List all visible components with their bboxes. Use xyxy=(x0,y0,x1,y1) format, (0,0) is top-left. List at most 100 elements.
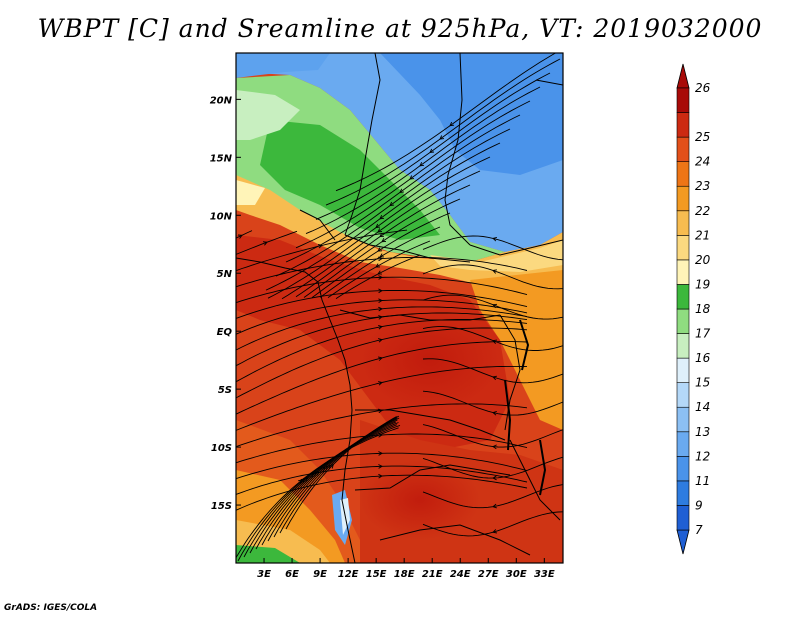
streamline xyxy=(285,114,521,263)
colorbar-top-arrow xyxy=(676,63,690,89)
streamline xyxy=(305,86,541,235)
streamline xyxy=(236,230,298,255)
streamline-arrow xyxy=(377,356,383,361)
border-ne xyxy=(535,79,563,86)
streamline-arrow xyxy=(492,475,497,481)
streamline xyxy=(295,100,531,249)
colorbar-segment xyxy=(676,235,690,261)
colorbar-segment xyxy=(676,284,690,310)
colorbar-segment xyxy=(676,87,690,113)
field-deep-green xyxy=(260,120,440,240)
streamline-arrow xyxy=(429,148,435,154)
streamline-arrow xyxy=(378,408,383,414)
streamline xyxy=(315,72,551,220)
field-orange-transition xyxy=(236,175,563,290)
lon-tick-label: 30E xyxy=(506,569,527,580)
lon-tick-label: 33E xyxy=(534,569,555,580)
streamline-arrow xyxy=(409,175,415,180)
streamline-arrow xyxy=(378,306,383,312)
streamline-arrow xyxy=(492,529,497,534)
colorbar-label: 7 xyxy=(695,523,703,537)
streamline xyxy=(422,294,563,320)
lat-tick-label: 10S xyxy=(211,443,232,454)
border-south xyxy=(379,524,531,556)
colorbar-label: 22 xyxy=(695,204,710,218)
streamline-arrow xyxy=(378,298,383,303)
lake-tanganyika xyxy=(504,379,512,451)
border-mozambique xyxy=(509,439,561,521)
lon-tick-label: 21E xyxy=(422,569,443,580)
colorbar-segment xyxy=(676,161,690,187)
border-car-north xyxy=(344,234,471,263)
colorbar-segment xyxy=(676,259,690,285)
streamline-arrow xyxy=(379,232,385,238)
streamline-arrow xyxy=(377,247,383,252)
streamline-arrow xyxy=(492,303,498,309)
colorbar-bottom-arrow xyxy=(676,529,690,555)
streamline-arrow xyxy=(378,473,383,479)
colorbar-segment xyxy=(676,480,690,506)
streamline xyxy=(236,319,528,383)
streamline-arrow xyxy=(381,237,387,243)
colorbar-segment xyxy=(676,210,690,236)
streamline-arrow xyxy=(492,375,497,381)
colorbar-segment xyxy=(676,406,690,433)
colorbar-segment xyxy=(676,185,690,212)
streamline xyxy=(236,365,528,431)
streamline xyxy=(422,484,563,509)
streamline xyxy=(265,142,501,291)
streamline xyxy=(275,128,511,277)
colorbar-label: 18 xyxy=(695,302,711,316)
lake-malawi xyxy=(539,439,547,496)
colorbar-label: 19 xyxy=(695,277,710,291)
streamline-arrow xyxy=(492,410,497,416)
colorbar-segment xyxy=(676,431,690,457)
border-chad-niger xyxy=(344,53,381,236)
colorbar-segment xyxy=(676,308,690,334)
streamline-arrow xyxy=(492,236,498,242)
colorbar-segment xyxy=(676,456,690,482)
streamline-arrow xyxy=(375,263,381,268)
lat-tick-label: 10N xyxy=(210,211,233,222)
streamline xyxy=(236,289,528,319)
field-deep-blue-zone xyxy=(380,53,563,175)
colorbar-segment xyxy=(676,505,690,531)
colorbar-label: 12 xyxy=(695,449,710,463)
lon-tick-label: 9E xyxy=(313,569,327,580)
streamline-arrow xyxy=(377,381,383,386)
field-pale-green xyxy=(236,90,300,140)
streamline-arrow xyxy=(378,275,383,280)
streamline xyxy=(335,53,557,192)
streamline xyxy=(295,184,471,298)
axis-ticks: 3E 6E 9E 12E 15E 18E 21E 24E 27E 30E 33E 20N 15N 10N 5… xyxy=(210,95,555,580)
lon-tick-label: 3E xyxy=(257,569,271,580)
streamline-arrow xyxy=(262,241,268,246)
streamline-arrow xyxy=(377,228,383,233)
streamline xyxy=(236,229,408,272)
colorbar-segment xyxy=(676,382,690,408)
streamline xyxy=(236,306,528,351)
colorbar-label: 14 xyxy=(695,400,710,414)
streamline-arrow xyxy=(378,451,383,456)
lon-tick-label: 18E xyxy=(394,569,415,580)
streamline-arrow xyxy=(492,503,497,509)
colorbar-label: 26 xyxy=(695,81,711,95)
field-nw-blue xyxy=(236,53,330,78)
streamline-arrow xyxy=(379,253,385,258)
colorbar-label: 17 xyxy=(695,327,711,341)
streamline xyxy=(236,327,528,399)
lon-tick-label: 12E xyxy=(338,569,359,580)
streamline-arrow xyxy=(449,121,455,127)
streamline xyxy=(249,422,399,554)
streamline-arrow xyxy=(329,463,334,469)
border-congo-car xyxy=(339,309,501,321)
streamline-arrow xyxy=(317,243,323,249)
streamline-arrow xyxy=(375,223,381,229)
border-chad-sudan xyxy=(444,53,471,246)
colorbar-label: 25 xyxy=(695,130,710,144)
streamlines xyxy=(236,53,563,562)
streamline xyxy=(236,452,528,480)
lat-tick-label: 5N xyxy=(217,269,233,280)
chart-title: WBPT [C] and Sreamline at 925hPa, VT: 20… xyxy=(37,14,763,43)
